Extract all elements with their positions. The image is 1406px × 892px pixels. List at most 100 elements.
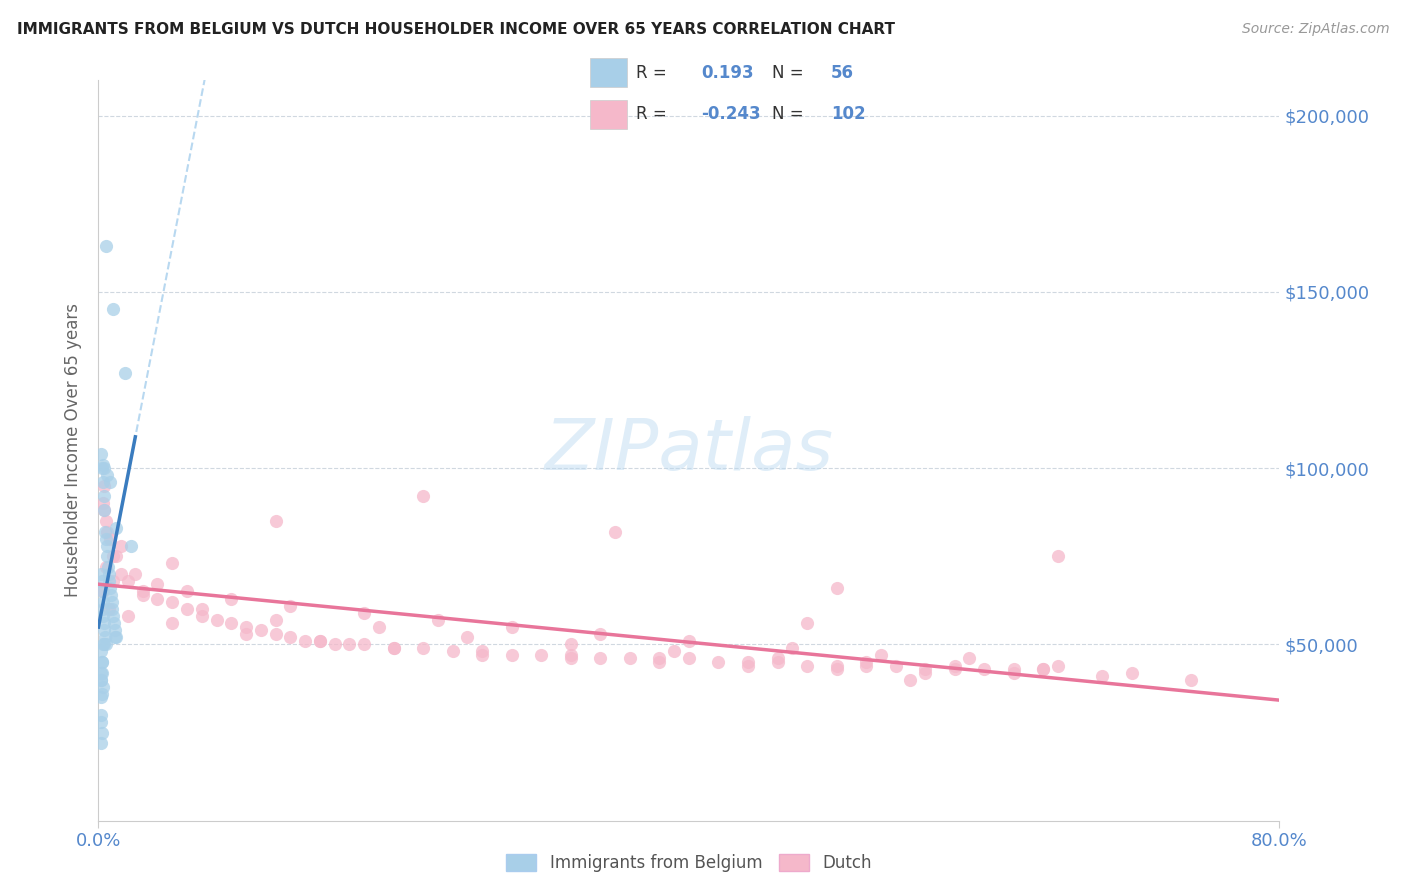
Point bbox=[264, 613, 287, 627]
Point bbox=[94, 637, 117, 651]
Point bbox=[412, 640, 434, 655]
Point bbox=[382, 640, 405, 655]
Point bbox=[105, 549, 128, 564]
Point bbox=[605, 524, 627, 539]
Point bbox=[91, 687, 114, 701]
Point bbox=[648, 655, 671, 669]
Point bbox=[162, 595, 183, 609]
Point bbox=[737, 655, 759, 669]
Point bbox=[855, 658, 877, 673]
Point bbox=[91, 637, 114, 651]
Point bbox=[103, 574, 125, 588]
Point bbox=[796, 658, 818, 673]
Point bbox=[93, 630, 115, 644]
Point bbox=[146, 577, 169, 591]
Point bbox=[103, 302, 125, 317]
Point bbox=[900, 673, 922, 687]
Point bbox=[91, 496, 114, 510]
Point bbox=[1121, 665, 1143, 680]
Point bbox=[90, 644, 112, 658]
Point bbox=[94, 559, 117, 574]
Point bbox=[98, 532, 121, 546]
Point bbox=[91, 584, 114, 599]
Text: 0.193: 0.193 bbox=[702, 64, 754, 82]
Point bbox=[264, 514, 287, 528]
Point bbox=[664, 644, 686, 658]
Point bbox=[221, 591, 243, 606]
Point bbox=[1032, 662, 1054, 676]
Point bbox=[91, 609, 114, 624]
Point bbox=[100, 595, 122, 609]
Text: ZIPatlas: ZIPatlas bbox=[544, 416, 834, 485]
Point bbox=[96, 468, 118, 483]
Point bbox=[90, 707, 112, 722]
Point bbox=[104, 630, 127, 644]
Point bbox=[94, 514, 117, 528]
Text: -0.243: -0.243 bbox=[702, 105, 761, 123]
Point bbox=[96, 524, 118, 539]
Point bbox=[97, 566, 120, 581]
Point bbox=[93, 503, 115, 517]
Point bbox=[97, 559, 120, 574]
Point bbox=[1047, 658, 1070, 673]
Point bbox=[294, 633, 316, 648]
Point bbox=[560, 651, 582, 665]
Point bbox=[114, 366, 136, 380]
Point bbox=[235, 620, 257, 634]
Text: N =: N = bbox=[772, 64, 804, 82]
Point bbox=[796, 616, 818, 631]
Point bbox=[560, 637, 582, 651]
Point bbox=[162, 616, 183, 631]
Point bbox=[90, 665, 112, 680]
Point bbox=[1002, 665, 1025, 680]
Point bbox=[105, 521, 128, 535]
Point bbox=[91, 461, 114, 475]
Point bbox=[678, 651, 700, 665]
Text: Source: ZipAtlas.com: Source: ZipAtlas.com bbox=[1241, 22, 1389, 37]
Point bbox=[105, 630, 128, 644]
Point bbox=[737, 658, 759, 673]
Point bbox=[707, 655, 730, 669]
Point bbox=[91, 475, 114, 490]
Point bbox=[1047, 549, 1070, 564]
Point bbox=[1032, 662, 1054, 676]
Point bbox=[648, 651, 671, 665]
Point bbox=[825, 581, 848, 595]
Point bbox=[678, 633, 700, 648]
Point bbox=[264, 627, 287, 641]
Point bbox=[90, 736, 112, 750]
Point bbox=[191, 602, 214, 616]
Point bbox=[101, 602, 124, 616]
Point bbox=[93, 479, 115, 493]
Bar bbox=[589, 58, 627, 87]
Point bbox=[93, 489, 115, 503]
Point bbox=[870, 648, 893, 662]
Point bbox=[825, 662, 848, 676]
Point bbox=[98, 581, 121, 595]
Point bbox=[103, 616, 125, 631]
Point bbox=[98, 475, 121, 490]
Point bbox=[766, 655, 789, 669]
Point bbox=[943, 662, 966, 676]
Point bbox=[91, 655, 114, 669]
Point bbox=[589, 651, 612, 665]
Point bbox=[427, 613, 450, 627]
Point bbox=[589, 627, 612, 641]
Point bbox=[94, 524, 117, 539]
Point bbox=[619, 651, 641, 665]
Point bbox=[93, 503, 115, 517]
Point bbox=[132, 588, 155, 602]
Point bbox=[93, 616, 115, 631]
Point bbox=[91, 458, 114, 472]
Point bbox=[93, 624, 115, 638]
Point bbox=[501, 648, 523, 662]
Point bbox=[96, 549, 118, 564]
Point bbox=[94, 532, 117, 546]
Point bbox=[90, 714, 112, 729]
Point bbox=[309, 633, 332, 648]
Point bbox=[110, 566, 132, 581]
Point bbox=[100, 588, 122, 602]
Point bbox=[96, 539, 118, 553]
Point bbox=[91, 602, 114, 616]
Point bbox=[176, 602, 198, 616]
